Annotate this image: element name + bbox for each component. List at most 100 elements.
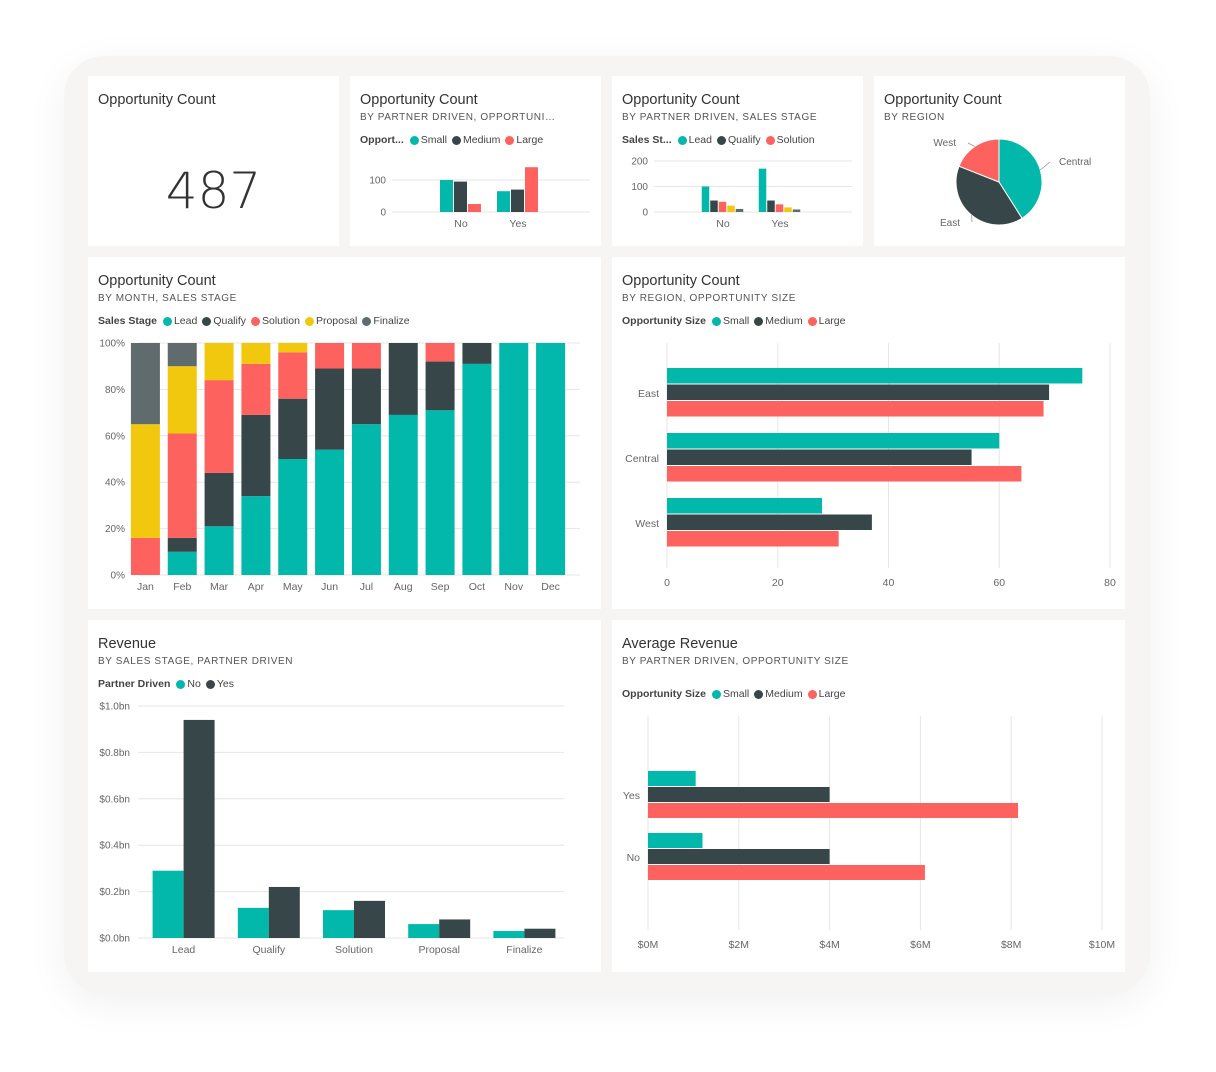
bar-proposal-mar[interactable]: [204, 343, 234, 381]
bar-no-lead[interactable]: [152, 870, 184, 938]
tile-opportunity-by-partner-stage[interactable]: Opportunity Count BY PARTNER DRIVEN, SAL…: [612, 76, 863, 246]
chart-average-revenue-hbars[interactable]: $0M $2M $4M $6M $8M $10M Yes No: [612, 620, 1125, 972]
bar-yes-qualify[interactable]: [268, 886, 300, 938]
bar-no-solution[interactable]: [323, 910, 354, 938]
bar-finalize-yes[interactable]: [792, 209, 801, 212]
bar-qualify-sep[interactable]: [425, 361, 455, 411]
legend-item-small[interactable]: Small: [712, 315, 749, 327]
chart-region-size-hbars[interactable]: 0 20 40 60 80 East Central West: [612, 257, 1125, 609]
bar-qualify-mar[interactable]: [204, 472, 234, 527]
bar-small-yes[interactable]: [648, 771, 696, 786]
bar-lead-aug[interactable]: [388, 414, 418, 575]
chart-revenue-bars[interactable]: $0.0bn $0.2bn $0.4bn $0.6bn $0.8bn $1.0bn Lead…: [88, 620, 601, 972]
bar-medium-west[interactable]: [667, 514, 872, 531]
bar-proposal-feb[interactable]: [167, 366, 197, 434]
bar-proposal-apr[interactable]: [241, 343, 271, 364]
bar-proposal-yes[interactable]: [784, 207, 792, 212]
bar-solution-no[interactable]: [718, 201, 727, 212]
bar-solution-yes[interactable]: [775, 204, 784, 212]
bar-lead-nov[interactable]: [499, 343, 529, 575]
bar-small-no[interactable]: [648, 833, 703, 848]
tile-average-revenue[interactable]: Average Revenue BY PARTNER DRIVEN, OPPOR…: [612, 620, 1125, 972]
bar-solution-sep[interactable]: [425, 343, 455, 362]
chart-month-stacked-bars[interactable]: 0% 20% 40% 60% 80% 100% Jan Feb Mar Apr May Jun Jul A…: [88, 257, 601, 609]
bar-medium-east[interactable]: [667, 384, 1050, 401]
bar-finalize-jan[interactable]: [130, 343, 160, 425]
bar-lead-apr[interactable]: [241, 496, 271, 575]
bar-solution-jun[interactable]: [315, 343, 345, 369]
bar-small-west[interactable]: [667, 498, 823, 514]
bar-lead-dec[interactable]: [536, 343, 566, 575]
legend-item-large[interactable]: Large: [505, 134, 543, 146]
bar-small-no[interactable]: [440, 180, 453, 212]
legend-item-small[interactable]: Small: [712, 688, 749, 700]
bar-no-proposal[interactable]: [408, 924, 440, 938]
legend-item-large[interactable]: Large: [807, 688, 845, 700]
legend-item-solution[interactable]: Solution: [251, 315, 300, 327]
tile-opportunity-by-region[interactable]: Opportunity Count BY REGION Central East W…: [874, 76, 1125, 246]
legend-item-finalize[interactable]: Finalize: [362, 315, 410, 327]
legend-item-yes[interactable]: Yes: [205, 678, 234, 690]
bar-yes-solution[interactable]: [354, 900, 385, 938]
tile-opportunity-count-card[interactable]: Opportunity Count 487: [88, 76, 339, 246]
tile-opportunity-by-partner-size[interactable]: Opportunity Count BY PARTNER DRIVEN, OPP…: [350, 76, 601, 246]
bar-solution-apr[interactable]: [241, 363, 271, 415]
bar-qualify-jul[interactable]: [351, 368, 381, 425]
bar-solution-feb[interactable]: [167, 433, 197, 538]
bar-solution-jul[interactable]: [351, 343, 381, 369]
bar-qualify-jun[interactable]: [315, 368, 345, 450]
bar-lead-sep[interactable]: [425, 410, 455, 575]
bar-proposal-may[interactable]: [278, 343, 308, 353]
bar-solution-jan[interactable]: [130, 537, 160, 575]
bar-large-west[interactable]: [667, 531, 839, 547]
bar-yes-proposal[interactable]: [439, 919, 471, 938]
bar-medium-central[interactable]: [667, 449, 972, 466]
bar-yes-finalize[interactable]: [524, 928, 556, 938]
bar-proposal-no[interactable]: [727, 205, 735, 212]
tile-opportunity-by-region-size[interactable]: Opportunity Count BY REGION, OPPORTUNITY…: [612, 257, 1125, 609]
bar-small-east[interactable]: [667, 368, 1083, 384]
bar-qualify-aug[interactable]: [388, 343, 418, 415]
chart-partner-stage-bars[interactable]: 0 100 200 No Yes: [612, 76, 863, 246]
bar-medium-yes[interactable]: [648, 787, 830, 802]
bar-no-qualify[interactable]: [237, 907, 269, 938]
bar-lead-mar[interactable]: [204, 526, 234, 575]
legend-item-lead[interactable]: Lead: [677, 134, 712, 146]
bar-lead-jun[interactable]: [315, 449, 345, 575]
bar-medium-no[interactable]: [648, 849, 830, 864]
bar-proposal-jan[interactable]: [130, 424, 160, 538]
bar-solution-may[interactable]: [278, 352, 308, 399]
legend-item-medium[interactable]: Medium: [754, 315, 803, 327]
bar-finalize-no[interactable]: [735, 208, 744, 212]
tile-revenue-by-stage[interactable]: Revenue BY SALES STAGE, PARTNER DRIVEN P…: [88, 620, 601, 972]
bar-large-east[interactable]: [667, 401, 1044, 417]
bar-qualify-oct[interactable]: [462, 343, 492, 364]
bar-large-no[interactable]: [468, 204, 481, 212]
bar-lead-no[interactable]: [701, 186, 710, 213]
bar-lead-feb[interactable]: [167, 551, 197, 575]
bar-qualify-no[interactable]: [710, 200, 718, 212]
bar-lead-jul[interactable]: [351, 424, 381, 575]
legend-item-proposal[interactable]: Proposal: [304, 315, 357, 327]
legend-item-solution[interactable]: Solution: [765, 134, 815, 146]
bar-lead-oct[interactable]: [462, 363, 492, 575]
chart-region-pie[interactable]: Central East West: [874, 76, 1125, 246]
legend-item-lead[interactable]: Lead: [162, 315, 197, 327]
bar-qualify-feb[interactable]: [167, 537, 197, 552]
bar-large-no[interactable]: [648, 865, 925, 880]
legend-item-qualify[interactable]: Qualify: [716, 134, 761, 146]
bar-large-yes[interactable]: [648, 803, 1019, 818]
bar-solution-mar[interactable]: [204, 380, 234, 473]
legend-item-qualify[interactable]: Qualify: [202, 315, 246, 327]
legend-item-medium[interactable]: Medium: [754, 688, 803, 700]
chart-partner-bars[interactable]: 0 100 No Yes: [350, 76, 601, 246]
bar-large-central[interactable]: [667, 466, 1022, 482]
bar-qualify-yes[interactable]: [767, 200, 775, 212]
legend-item-no[interactable]: No: [176, 678, 201, 690]
legend-item-small[interactable]: Small: [409, 134, 447, 146]
bar-no-finalize[interactable]: [493, 931, 525, 938]
bar-lead-may[interactable]: [278, 459, 308, 575]
bar-large-yes[interactable]: [525, 167, 538, 212]
legend-item-large[interactable]: Large: [807, 315, 845, 327]
bar-small-central[interactable]: [667, 433, 1000, 449]
